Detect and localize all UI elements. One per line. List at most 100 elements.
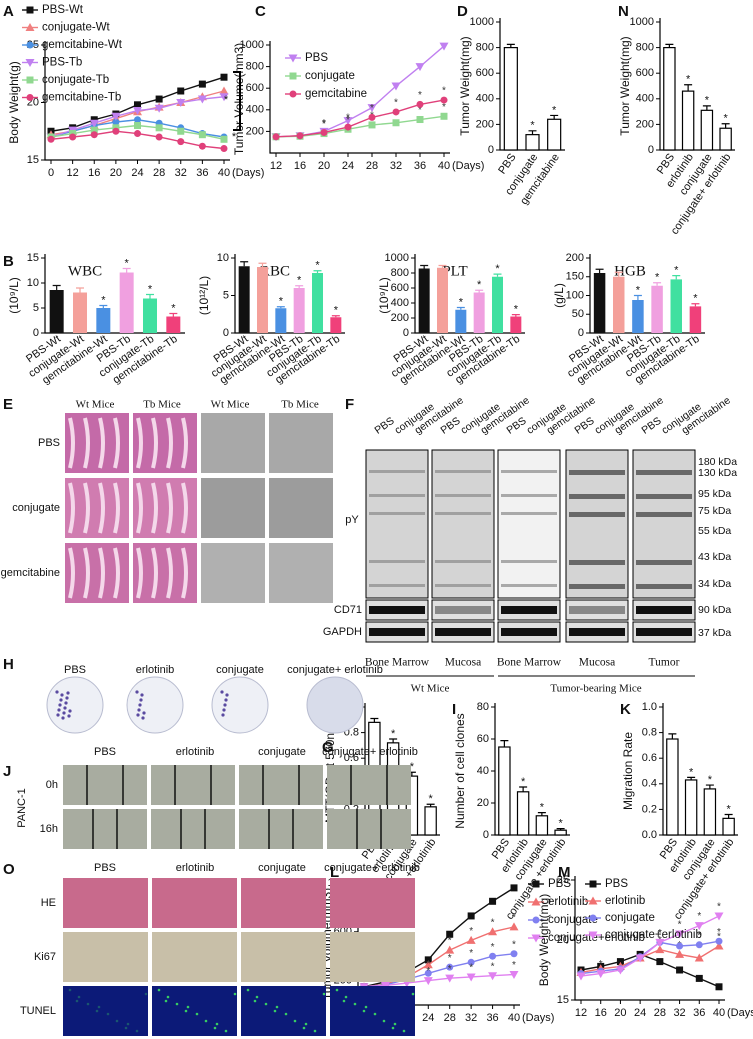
legend-label: gemcitabine-Wt: [42, 39, 123, 51]
column-label: erlotinib: [176, 746, 215, 758]
x-tick-label: 24: [342, 160, 354, 172]
x-tick-label: 28: [366, 160, 378, 172]
legend-label: PBS: [548, 878, 571, 890]
colony-dish: [126, 676, 184, 734]
micrograph: [269, 478, 333, 538]
point: [424, 969, 432, 977]
legend-marker: [589, 880, 597, 888]
point: [134, 122, 141, 129]
y-axis-label: Tumor Weight(mg): [458, 36, 472, 135]
micrograph: [269, 543, 333, 603]
stain: [124, 1026, 128, 1030]
row-label: conjugate: [12, 502, 60, 514]
y-tick-label: 20: [557, 934, 569, 946]
y-tick-label: 400: [391, 297, 409, 309]
colony: [56, 713, 60, 717]
bar: [49, 290, 64, 333]
error-bar: [687, 776, 696, 780]
legend-label: conjugate+erlotinib: [548, 932, 645, 944]
point: [488, 927, 498, 936]
significance: *: [540, 802, 545, 814]
micrograph: [201, 543, 265, 603]
series-line: [580, 915, 720, 977]
scratch-image: [63, 765, 147, 805]
bar: [593, 273, 606, 333]
colony: [59, 698, 63, 702]
bar: [703, 788, 717, 836]
y-tick-label: 0.6: [344, 752, 359, 764]
y-axis-label: Number of cell clones: [453, 713, 467, 828]
legend-marker: [532, 916, 540, 924]
tissue-fold: [98, 417, 105, 469]
band: [501, 470, 557, 473]
significance: *: [346, 113, 350, 124]
stain: [273, 1009, 277, 1013]
panel-letter: C: [255, 3, 266, 20]
x-axis-label: (Days): [522, 1012, 554, 1024]
bar: [700, 109, 714, 151]
stain: [204, 1019, 208, 1023]
band: [435, 470, 491, 473]
x-tick-label: 20: [318, 160, 330, 172]
significance: *: [442, 102, 446, 113]
micrograph: [201, 413, 265, 473]
colony: [57, 708, 61, 712]
error-bar: [169, 312, 178, 317]
stain: [144, 992, 148, 996]
point: [675, 930, 685, 939]
band: [636, 628, 692, 636]
tissue-fold: [136, 482, 143, 534]
y-tick-label: 200: [566, 252, 584, 264]
column-label: Wt Mice: [211, 399, 250, 411]
tissue-fold: [166, 547, 173, 599]
tissue-label: Mucosa: [579, 657, 615, 669]
stain: [342, 999, 346, 1003]
marker-label: 75 kDa: [698, 505, 731, 517]
point: [675, 949, 685, 958]
error-bar: [500, 740, 509, 747]
error-bar: [438, 264, 447, 268]
significance: *: [469, 926, 473, 937]
micrograph: [63, 932, 148, 982]
legend-label: conjugate+erlotinib: [605, 929, 702, 941]
significance: *: [279, 296, 284, 308]
colony: [62, 711, 66, 715]
point: [220, 73, 228, 81]
stain: [264, 1002, 268, 1006]
significance: *: [726, 803, 731, 815]
band: [636, 494, 692, 499]
legend-marker: [531, 934, 541, 943]
panel-letter: F: [345, 396, 354, 413]
y-tick-label: 25: [557, 874, 569, 886]
marker-label: 180 kDa: [698, 456, 737, 468]
column-label: erlotinib: [136, 664, 175, 676]
point: [467, 912, 475, 920]
stain: [322, 992, 326, 996]
significance: *: [717, 932, 721, 943]
y-axis-label: (10⁹/L): [7, 277, 21, 314]
significance: *: [442, 86, 446, 97]
legend-marker: [25, 23, 35, 31]
stain: [411, 992, 415, 996]
x-tick-label: 12: [270, 160, 282, 172]
column-label: erlotinib: [176, 862, 215, 874]
tissue-fold: [151, 482, 158, 534]
point: [177, 127, 185, 135]
y-tick-label: 5: [33, 302, 39, 314]
y-axis-label: Body Weight(g): [7, 61, 21, 143]
colony: [221, 713, 225, 717]
x-tick-label: 12: [575, 1007, 587, 1019]
band: [501, 494, 557, 497]
y-tick-label: 1000: [470, 16, 494, 28]
point: [177, 87, 185, 95]
error-bar: [556, 828, 565, 831]
point: [694, 953, 704, 962]
error-bar: [456, 306, 465, 310]
legend-label: conjugate: [605, 912, 655, 924]
colony: [64, 701, 68, 705]
band: [435, 628, 491, 636]
bar: [503, 46, 518, 151]
band: [569, 470, 625, 475]
legend-marker: [289, 90, 297, 98]
significance: *: [448, 953, 452, 964]
